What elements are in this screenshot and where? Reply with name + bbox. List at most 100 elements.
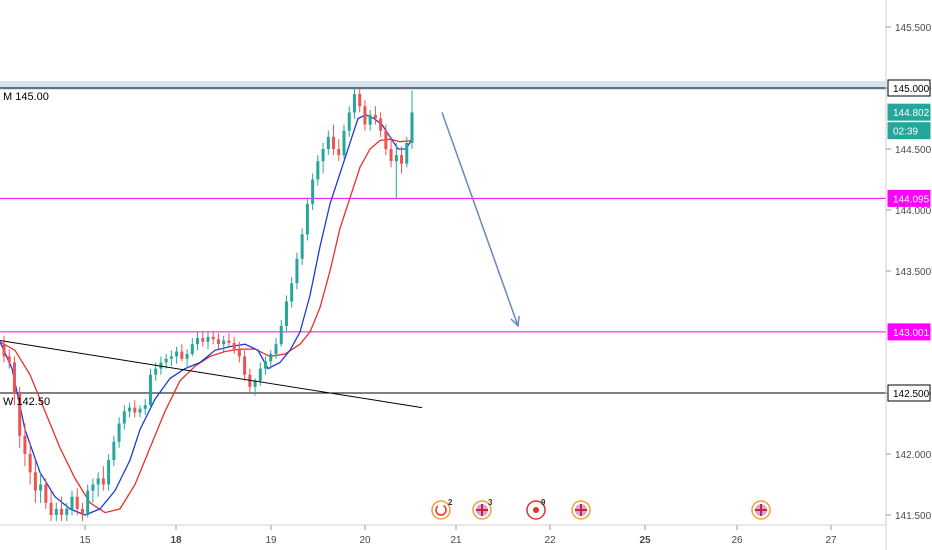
candle[interactable]: [2, 335, 6, 363]
candle[interactable]: [232, 336, 236, 354]
candle[interactable]: [96, 472, 100, 497]
trend-line[interactable]: [0, 340, 423, 409]
event-flag-uk-icon[interactable]: [571, 500, 591, 520]
price-tag[interactable]: 144.095: [887, 189, 931, 207]
candle[interactable]: [28, 441, 32, 485]
candle[interactable]: [373, 106, 377, 125]
candle[interactable]: [86, 484, 90, 518]
candle[interactable]: [107, 454, 111, 491]
candle[interactable]: [410, 90, 414, 149]
candle[interactable]: [164, 353, 168, 369]
price-tag[interactable]: 02:39: [887, 122, 931, 140]
event-markers[interactable]: 2 3 9: [431, 498, 771, 520]
candle[interactable]: [80, 502, 84, 522]
candle[interactable]: [185, 349, 189, 369]
price-tag[interactable]: 142.500: [887, 384, 931, 402]
candle[interactable]: [321, 142, 325, 174]
candle[interactable]: [269, 350, 273, 369]
candle[interactable]: [316, 155, 320, 186]
forecast-arrow[interactable]: [441, 112, 520, 328]
candle[interactable]: [148, 368, 152, 408]
candle[interactable]: [305, 197, 309, 241]
candle[interactable]: [206, 332, 210, 350]
candle[interactable]: [394, 142, 398, 198]
candle[interactable]: [91, 478, 95, 503]
candle[interactable]: [347, 106, 351, 137]
candle[interactable]: [133, 400, 137, 418]
candle[interactable]: [379, 112, 383, 137]
price-axis[interactable]: 145.500 145.000 144.500 144.000 143.500 142.5…: [885, 0, 932, 550]
candle[interactable]: [279, 319, 283, 347]
candle[interactable]: [65, 502, 69, 522]
price-tag[interactable]: 143.001: [887, 323, 931, 341]
candle[interactable]: [7, 349, 11, 369]
candle[interactable]: [295, 252, 299, 290]
candle[interactable]: [274, 338, 278, 359]
price-tag[interactable]: 144.802: [887, 103, 931, 121]
candle-body: [305, 203, 309, 235]
candle[interactable]: [227, 333, 231, 347]
candle[interactable]: [337, 139, 341, 162]
price-tag[interactable]: 145.000: [887, 79, 931, 97]
candle[interactable]: [300, 228, 304, 265]
candle[interactable]: [342, 124, 346, 159]
candle[interactable]: [75, 488, 79, 515]
candle[interactable]: [400, 146, 404, 174]
candle[interactable]: [49, 490, 53, 522]
candle[interactable]: [363, 100, 367, 131]
candle[interactable]: [211, 330, 215, 345]
candle-body: [65, 508, 69, 515]
candle[interactable]: [169, 350, 173, 367]
candle[interactable]: [290, 277, 294, 308]
candle[interactable]: [180, 344, 184, 362]
candle[interactable]: [128, 402, 132, 418]
candle[interactable]: [143, 399, 147, 415]
candle[interactable]: [222, 335, 226, 352]
candle[interactable]: [264, 356, 268, 375]
candle[interactable]: [12, 356, 16, 406]
candle[interactable]: [326, 130, 330, 156]
candle[interactable]: [389, 136, 393, 168]
candle[interactable]: [196, 332, 200, 351]
event-target-icon[interactable]: 9: [526, 498, 546, 520]
event-recycle-icon[interactable]: 2: [431, 498, 453, 520]
candle-body: [358, 94, 362, 107]
candle[interactable]: [70, 490, 74, 515]
candle[interactable]: [112, 435, 116, 467]
candle[interactable]: [243, 350, 247, 381]
candle[interactable]: [18, 386, 22, 448]
candle[interactable]: [284, 295, 288, 332]
candle-body: [389, 149, 393, 162]
price-tag-label: 02:39: [893, 127, 918, 138]
candle[interactable]: [368, 109, 372, 131]
candle[interactable]: [175, 346, 179, 364]
candle[interactable]: [122, 405, 126, 430]
candle[interactable]: [237, 341, 241, 363]
candle[interactable]: [405, 136, 409, 168]
candle[interactable]: [33, 460, 37, 503]
candle[interactable]: [23, 423, 27, 467]
time-axis[interactable]: 15 18 19 20 21 22 25 26 27: [0, 524, 886, 546]
candle[interactable]: [54, 502, 58, 522]
candle[interactable]: [101, 466, 105, 491]
candle[interactable]: [358, 88, 362, 113]
candle[interactable]: [332, 124, 336, 156]
candle[interactable]: [44, 478, 48, 509]
event-flag-uk-icon[interactable]: 3: [472, 498, 493, 520]
candle[interactable]: [159, 356, 163, 375]
candle[interactable]: [60, 496, 64, 522]
plot-area[interactable]: M 145.00 W 142.50 2 3 9: [0, 0, 886, 525]
candle[interactable]: [190, 338, 194, 357]
candle[interactable]: [352, 88, 356, 119]
candle[interactable]: [39, 472, 43, 503]
candle[interactable]: [201, 330, 205, 347]
candle-body: [352, 94, 356, 113]
candle[interactable]: [117, 417, 121, 448]
candle[interactable]: [248, 368, 252, 393]
candle[interactable]: [138, 405, 142, 418]
candle[interactable]: [311, 173, 315, 210]
event-flag-uk-icon[interactable]: [751, 500, 771, 520]
candle[interactable]: [384, 124, 388, 156]
candle[interactable]: [216, 333, 220, 350]
